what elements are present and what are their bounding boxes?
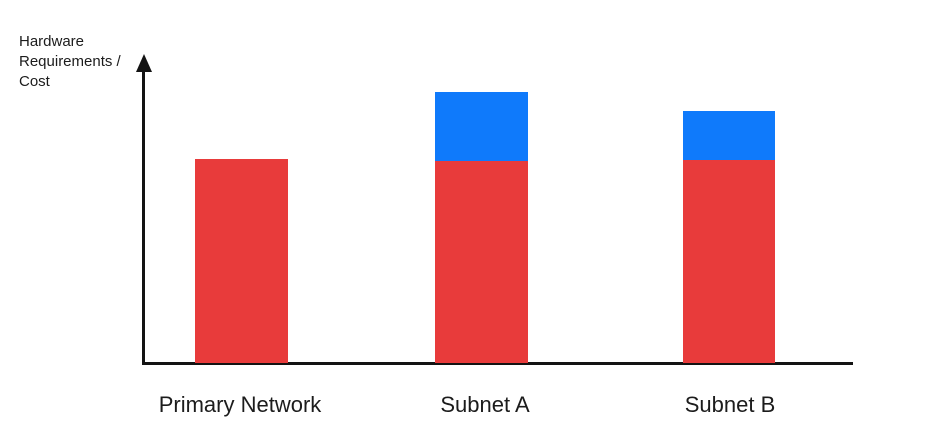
bar-segment-base-hardware-cost [435,161,528,363]
y-axis-label: Hardware Requirements / Cost [19,33,121,90]
bar-group [195,159,288,363]
bar-group [683,111,775,363]
bar-segment-base-hardware-cost [683,160,775,363]
y-axis-line [142,66,145,364]
x-label-primary-network: Primary Network [158,392,322,417]
bar-segment-additional-overhead [435,92,528,161]
bar-group [435,92,528,363]
bar-segment-base-hardware-cost [195,159,288,363]
arrow-up-icon [136,54,152,72]
x-label-subnet-b: Subnet B [684,392,776,417]
x-label-subnet-a: Subnet A [440,392,530,417]
x-axis-line [142,362,853,365]
bar-segment-additional-overhead [683,111,775,160]
